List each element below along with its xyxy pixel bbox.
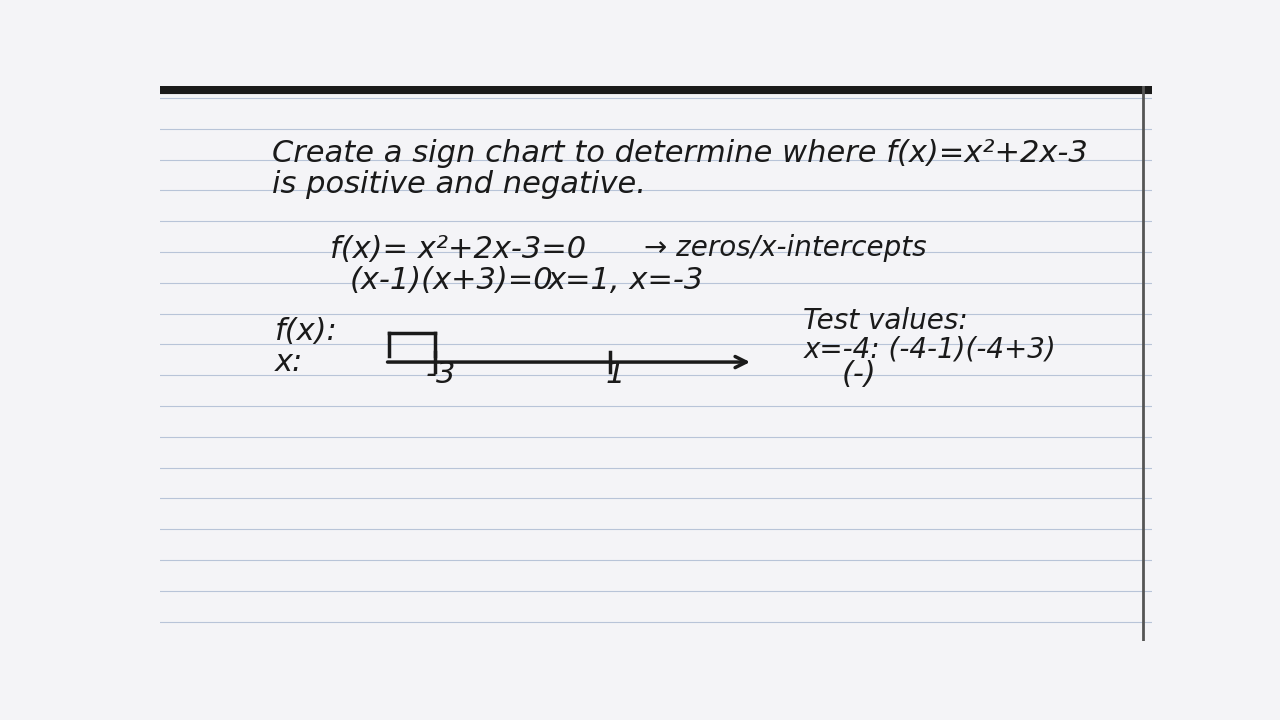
Text: Create a sign chart to determine where f(x)=x²+2x-3: Create a sign chart to determine where f… xyxy=(273,139,1088,168)
Text: x=-4: (-4-1)(-4+3): x=-4: (-4-1)(-4+3) xyxy=(804,336,1056,364)
Text: is positive and negative.: is positive and negative. xyxy=(273,170,646,199)
Text: (-): (-) xyxy=(842,360,877,389)
Text: (x-1)(x+3)=0: (x-1)(x+3)=0 xyxy=(349,266,553,295)
Text: 1: 1 xyxy=(605,360,625,389)
Text: -3: -3 xyxy=(426,360,456,389)
Text: x:: x: xyxy=(275,348,303,377)
Text: → zeros/x-intercepts: → zeros/x-intercepts xyxy=(644,234,927,262)
Text: x=1, x=-3: x=1, x=-3 xyxy=(548,266,704,295)
Text: f(x)= x²+2x-3=0: f(x)= x²+2x-3=0 xyxy=(330,235,586,264)
Text: Test values:: Test values: xyxy=(804,307,968,335)
Text: f(x):: f(x): xyxy=(275,318,338,346)
